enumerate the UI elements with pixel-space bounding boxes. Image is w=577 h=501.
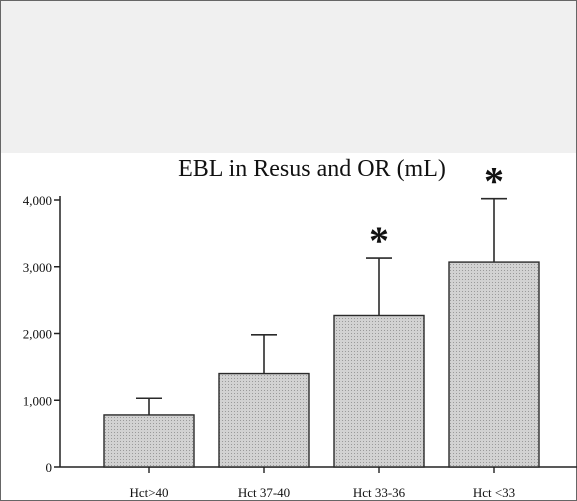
bars-layer: ** [103,159,540,468]
y-tick-label: 2,000 [23,327,52,342]
bar-1 [103,414,195,468]
x-category-label: Hct <33 [473,485,515,500]
x-category-label: Hct 33-36 [353,485,406,500]
x-category-label: Hct>40 [129,485,168,500]
header-band [1,1,576,153]
significance-marker: * [484,159,504,204]
x-axis-labels: Hct>40 Hct 37-40 Hct 33-36 Hct <33 [129,467,515,500]
significance-marker: * [369,218,389,263]
y-axis-ticks: 0 1,000 2,000 3,000 4,000 [23,193,60,475]
bar-3 [333,314,425,468]
chart-title: EBL in Resus and OR (mL) [178,156,446,182]
y-tick-label: 1,000 [23,393,52,408]
y-tick-label: 4,000 [23,193,52,208]
bar-2 [218,372,310,468]
y-tick-label: 0 [46,460,53,475]
y-tick-label: 3,000 [23,260,52,275]
x-category-label: Hct 37-40 [238,485,290,500]
bar-4 [448,261,540,468]
